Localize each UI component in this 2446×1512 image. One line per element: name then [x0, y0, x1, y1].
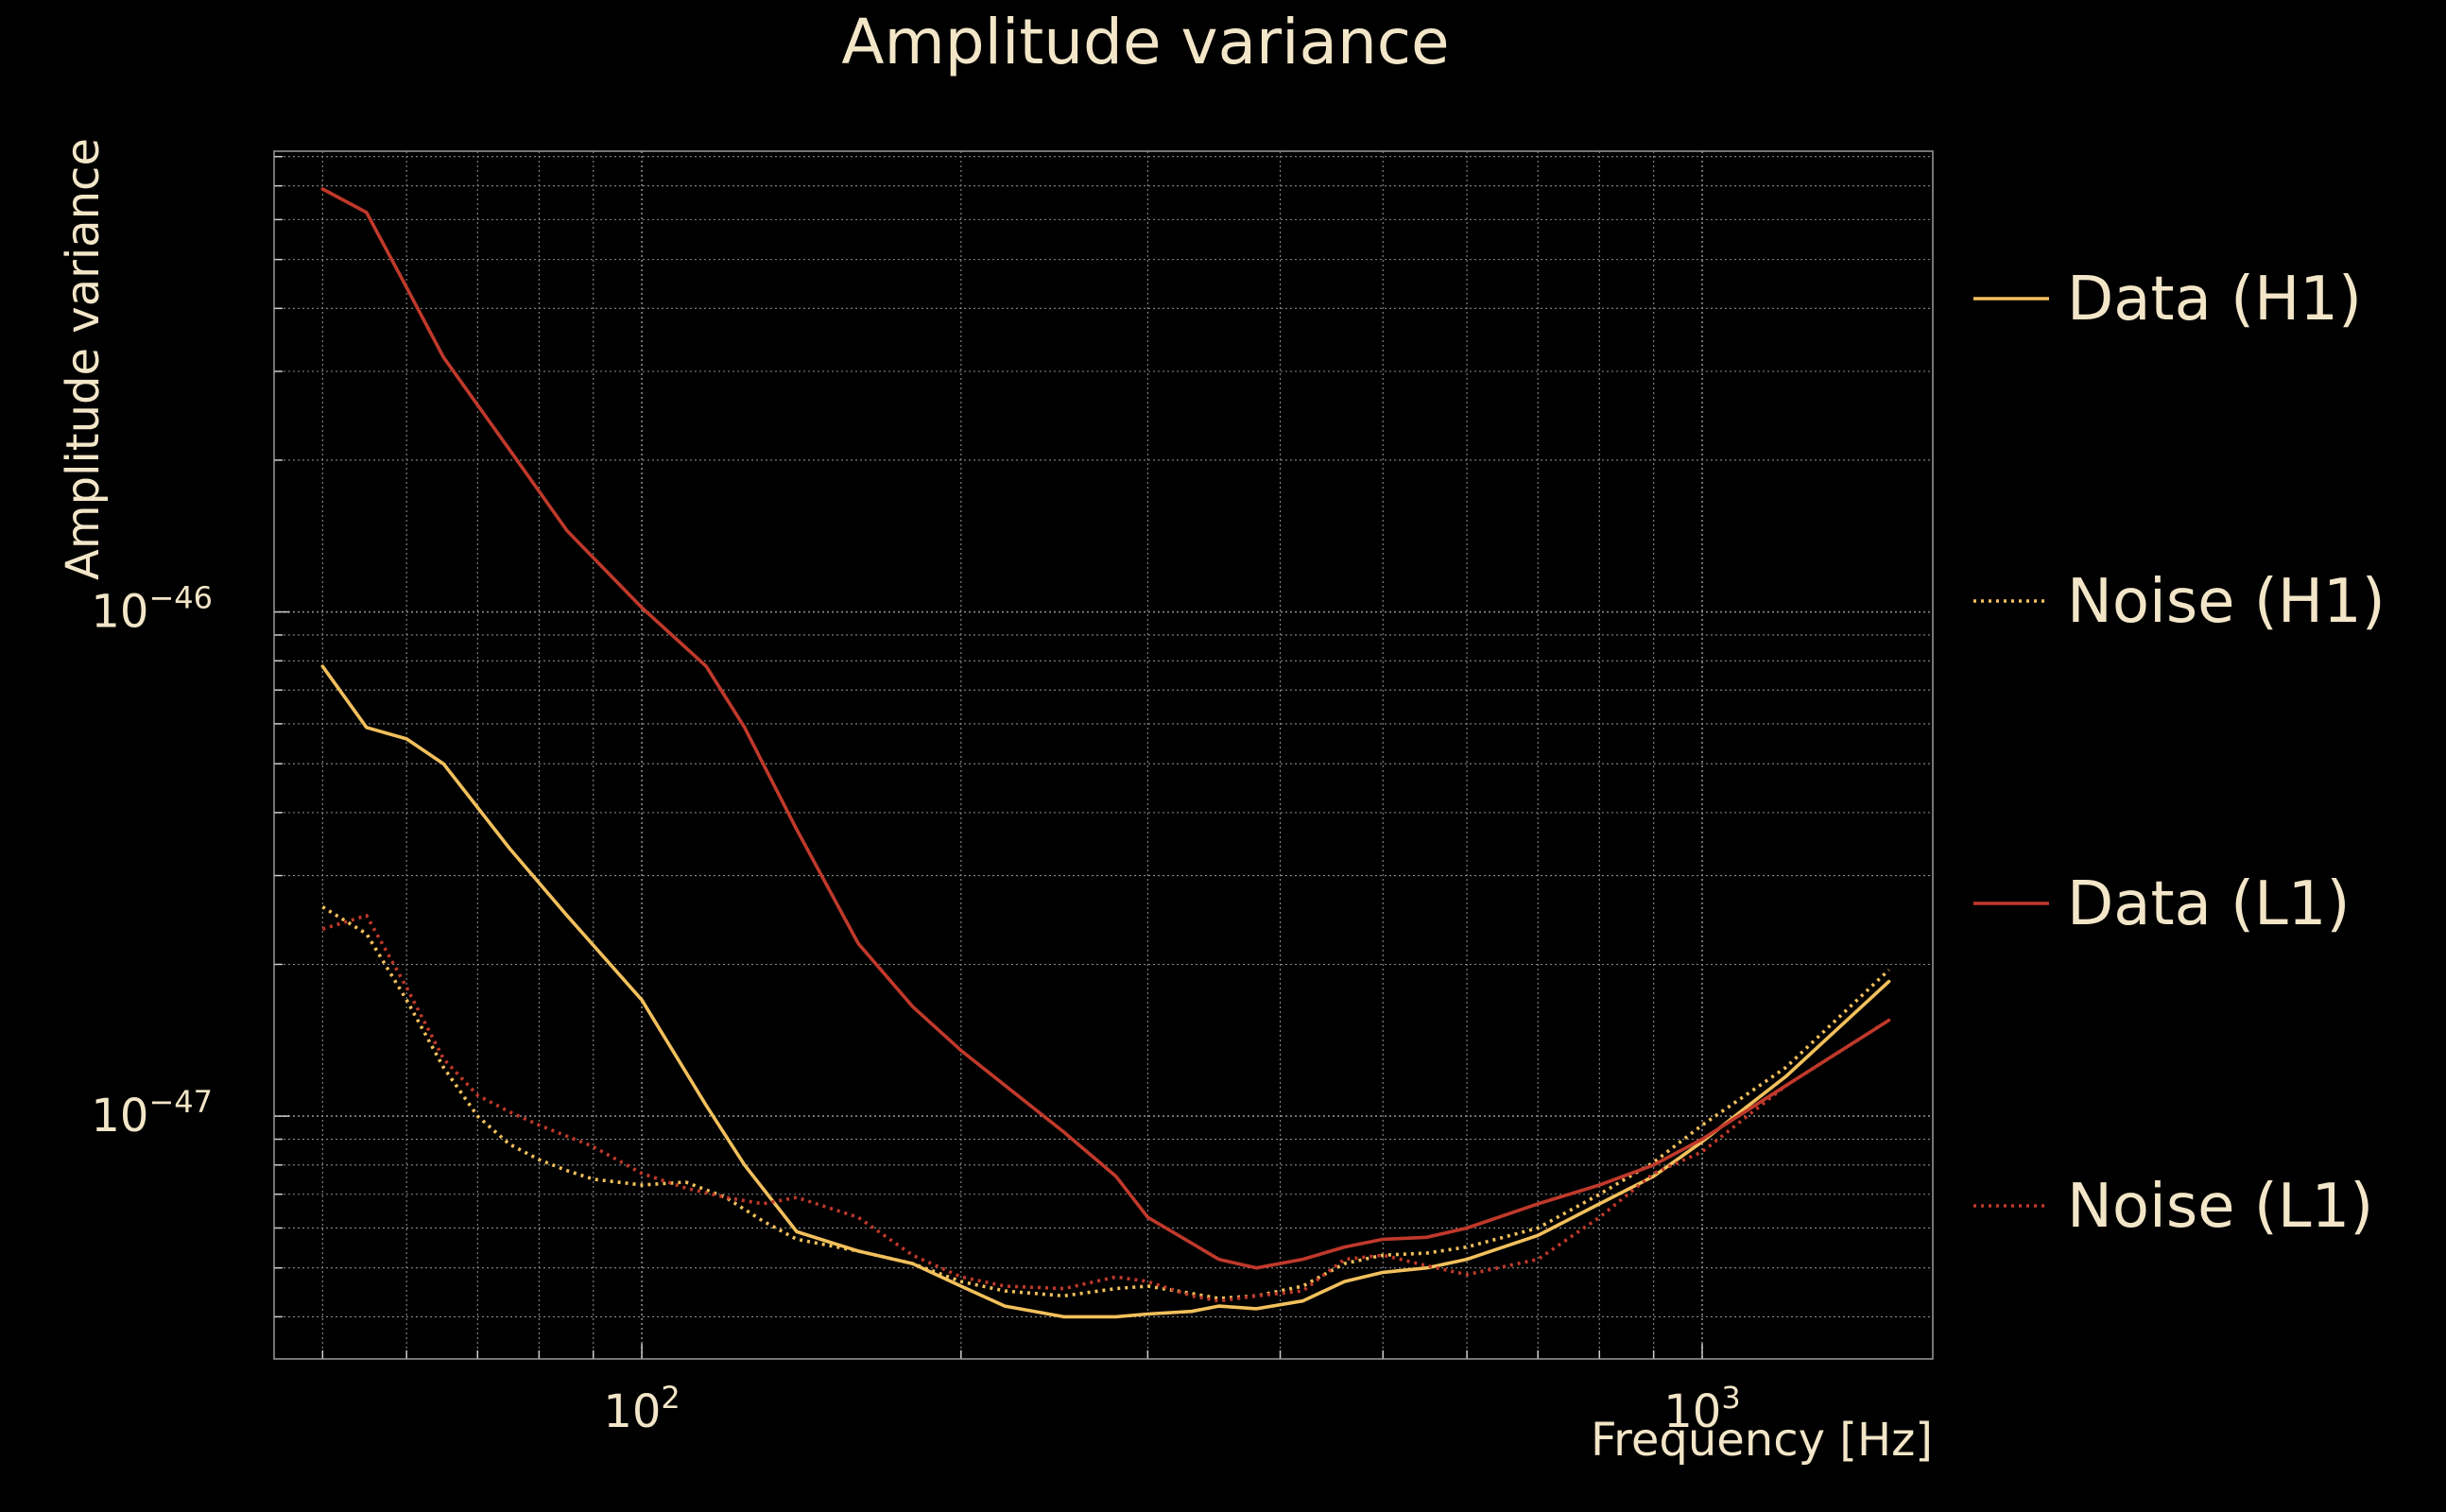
legend-label: Data (L1): [2067, 869, 2350, 939]
series-line-data-l1: [320, 187, 1891, 1270]
tick-labels: 102 103 10−46 10−47: [91, 580, 1740, 1438]
legend-item: Noise (L1): [1973, 1172, 2373, 1242]
series-line-noise-h1: [321, 905, 1890, 1300]
x-tick-label: 102: [603, 1380, 680, 1438]
legend-label: Noise (L1): [2067, 1172, 2373, 1242]
x-tick-label: 103: [1663, 1380, 1740, 1438]
legend-label: Data (H1): [2067, 265, 2362, 335]
chart-title: Amplitude variance: [841, 6, 1449, 78]
grid: [274, 151, 1933, 1359]
series-line-data-h1: [320, 664, 1891, 1319]
legend-item: Noise (H1): [1973, 567, 2386, 637]
legend-item: Data (H1): [1973, 265, 2362, 335]
plot-frame: [273, 150, 1934, 1360]
series-line-noise-l1: [321, 913, 1890, 1303]
y-axis-label: Amplitude variance: [57, 138, 110, 580]
legend-item: Data (L1): [1973, 869, 2350, 939]
x-axis-label: Frequency [Hz]: [1591, 1414, 1933, 1467]
legend-label: Noise (H1): [2067, 567, 2386, 637]
legend: Data (H1) Noise (H1) Data (L1) Noise (L1): [1973, 265, 2386, 1242]
y-tick-label: 10−46: [91, 580, 213, 639]
y-tick-label: 10−47: [91, 1084, 213, 1143]
series-lines: [320, 187, 1891, 1319]
